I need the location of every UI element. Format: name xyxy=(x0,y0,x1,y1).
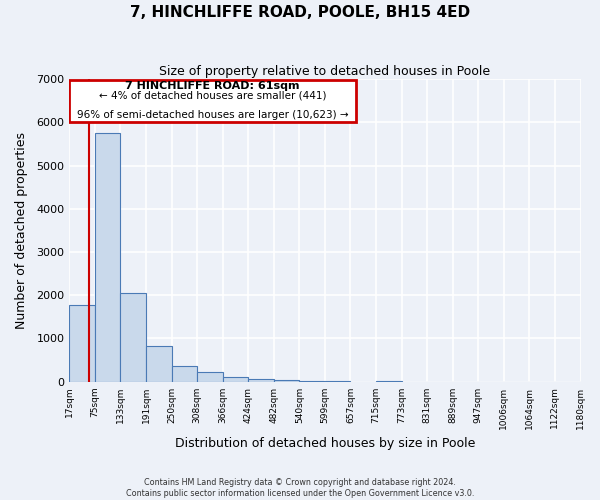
Title: Size of property relative to detached houses in Poole: Size of property relative to detached ho… xyxy=(160,65,490,78)
Bar xyxy=(223,378,248,382)
Y-axis label: Number of detached properties: Number of detached properties xyxy=(15,132,28,329)
Bar xyxy=(197,372,223,382)
Bar xyxy=(274,380,299,382)
Text: ← 4% of detached houses are smaller (441): ← 4% of detached houses are smaller (441… xyxy=(99,90,326,100)
Bar xyxy=(95,133,121,382)
Text: Contains HM Land Registry data © Crown copyright and database right 2024.
Contai: Contains HM Land Registry data © Crown c… xyxy=(126,478,474,498)
Bar xyxy=(172,366,197,382)
Bar xyxy=(146,346,172,382)
Bar xyxy=(121,293,146,382)
Bar xyxy=(248,379,274,382)
Text: 96% of semi-detached houses are larger (10,623) →: 96% of semi-detached houses are larger (… xyxy=(77,110,348,120)
FancyBboxPatch shape xyxy=(70,80,356,122)
Text: 7 HINCHLIFFE ROAD: 61sqm: 7 HINCHLIFFE ROAD: 61sqm xyxy=(125,81,300,91)
X-axis label: Distribution of detached houses by size in Poole: Distribution of detached houses by size … xyxy=(175,437,475,450)
Bar xyxy=(299,381,325,382)
Text: 7, HINCHLIFFE ROAD, POOLE, BH15 4ED: 7, HINCHLIFFE ROAD, POOLE, BH15 4ED xyxy=(130,5,470,20)
Bar xyxy=(70,305,95,382)
